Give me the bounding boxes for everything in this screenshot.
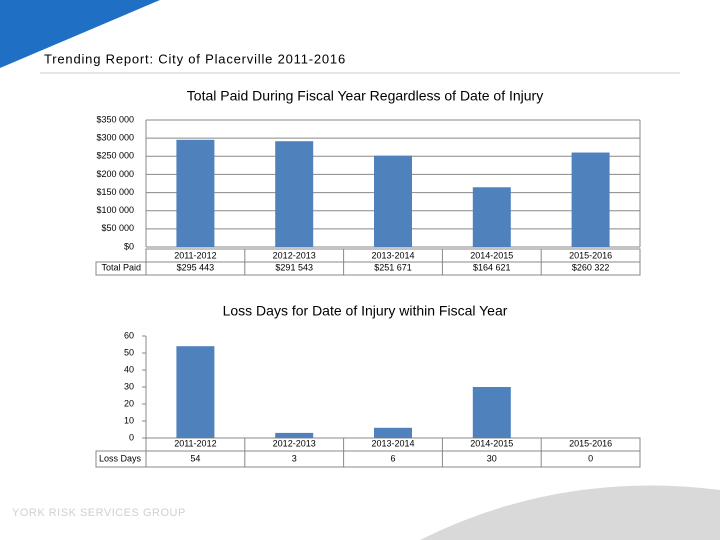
chart-title: Total Paid During Fiscal Year Regardless… <box>187 88 543 104</box>
y-tick-label: 20 <box>124 398 134 408</box>
bar <box>275 141 314 247</box>
data-label: $295 443 <box>177 262 215 272</box>
y-tick-label: $300 000 <box>96 133 134 143</box>
y-tick-label: $50 000 <box>101 223 134 233</box>
bar <box>472 387 511 438</box>
data-label: 3 <box>292 453 297 463</box>
x-tick-label: 2014-2015 <box>470 250 513 260</box>
table-label-cell <box>95 261 147 276</box>
y-tick-label: $0 <box>124 241 134 251</box>
data-label: 0 <box>588 453 593 463</box>
y-tick-label: $250 000 <box>96 151 134 161</box>
y-tick-label: $200 000 <box>96 169 134 179</box>
chart-title: Loss Days for Date of Injury within Fisc… <box>223 303 508 319</box>
y-tick-label: 0 <box>129 432 134 442</box>
y-tick-label: 40 <box>124 364 134 374</box>
x-tick-label: 2013-2014 <box>371 438 414 448</box>
x-tick-label: 2012-2013 <box>273 438 316 448</box>
x-tick-label: 2011-2012 <box>174 438 216 448</box>
x-tick-label: 2014-2015 <box>470 438 513 448</box>
bar <box>176 139 215 247</box>
x-tick-label: 2015-2016 <box>569 438 612 448</box>
table-row-label: Total Paid <box>101 262 141 272</box>
bar <box>374 155 412 247</box>
y-tick-label: 30 <box>124 381 134 391</box>
y-tick-label: 10 <box>124 415 134 425</box>
bar <box>275 432 314 438</box>
x-tick-label: 2013-2014 <box>371 250 414 260</box>
table-label-cell <box>95 450 147 468</box>
bar <box>374 427 412 438</box>
y-tick-label: $150 000 <box>96 187 134 197</box>
y-tick-label: 60 <box>124 330 134 340</box>
data-label: $260 322 <box>572 262 610 272</box>
data-label: 30 <box>487 453 497 463</box>
swoosh-decoration <box>420 485 720 540</box>
slide-title: Trending Report: City of Placerville 201… <box>44 51 346 66</box>
bar <box>571 152 610 247</box>
table-row-label: Loss Days <box>99 453 142 463</box>
data-label: 6 <box>390 453 395 463</box>
data-label: $251 671 <box>374 262 412 272</box>
y-tick-label: $100 000 <box>96 205 134 215</box>
data-label: $291 543 <box>275 262 313 272</box>
y-tick-label: $350 000 <box>96 114 134 124</box>
x-tick-label: 2012-2013 <box>273 250 316 260</box>
data-label: 54 <box>190 453 200 463</box>
bar <box>472 187 511 247</box>
data-label: $164 621 <box>473 262 511 272</box>
corner-decoration <box>0 0 160 68</box>
footer-logo: YORK RISK SERVICES GROUP <box>12 507 186 519</box>
x-tick-label: 2015-2016 <box>569 250 612 260</box>
bar <box>176 346 215 438</box>
y-tick-label: 50 <box>124 347 134 357</box>
x-tick-label: 2011-2012 <box>174 250 216 260</box>
